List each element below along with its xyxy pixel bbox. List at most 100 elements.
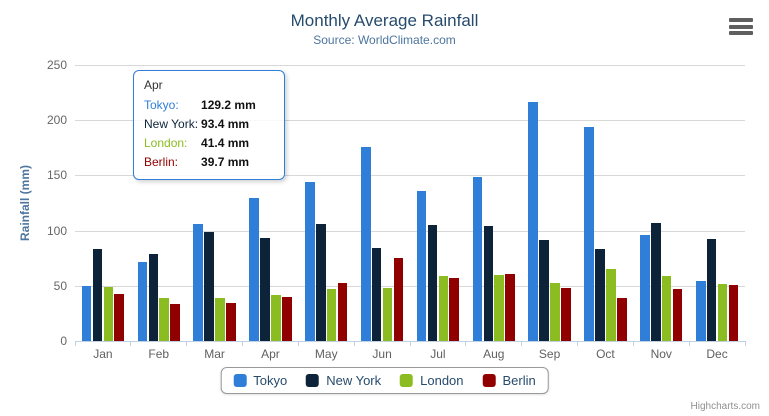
bar-london-may[interactable] bbox=[326, 289, 337, 341]
legend-box: Tokyo New York London Berlin bbox=[220, 367, 549, 394]
tooltip: Apr Tokyo: 129.2 mm New York: 93.4 mm London… bbox=[133, 70, 285, 180]
export-menu-bar bbox=[729, 31, 753, 35]
bar-berlin-jan[interactable] bbox=[114, 294, 125, 341]
bar-tokyo-mar[interactable] bbox=[193, 223, 204, 341]
x-axis-category-label: Nov bbox=[650, 347, 672, 361]
bar-london-jun[interactable] bbox=[382, 287, 393, 341]
tooltip-series-label: Tokyo: bbox=[144, 98, 179, 112]
bar-tokyo-apr[interactable] bbox=[249, 198, 259, 341]
bar-london-feb[interactable] bbox=[159, 298, 169, 341]
legend-label: London bbox=[420, 373, 464, 388]
bar-new-york-jan[interactable] bbox=[92, 248, 103, 341]
legend-swatch bbox=[233, 374, 247, 387]
bar-london-aug[interactable] bbox=[494, 275, 504, 341]
x-axis-category-label: Oct bbox=[596, 347, 615, 361]
bar-london-jan[interactable] bbox=[103, 287, 114, 341]
x-axis-tick bbox=[632, 341, 634, 346]
bar-new-york-aug[interactable] bbox=[483, 225, 494, 341]
gridline bbox=[75, 65, 745, 66]
bar-new-york-mar[interactable] bbox=[204, 232, 214, 341]
y-axis-tick-label: 50 bbox=[53, 278, 67, 293]
legend-label: New York bbox=[326, 373, 382, 388]
bar-london-apr[interactable] bbox=[271, 295, 281, 341]
tooltip-series-value: 93.4 mm bbox=[201, 117, 250, 131]
legend-label: Berlin bbox=[502, 373, 536, 388]
chart-subtitle: Source: WorldClimate.com bbox=[313, 33, 456, 47]
bar-new-york-apr[interactable] bbox=[260, 237, 270, 341]
gridline bbox=[75, 120, 745, 122]
bar-berlin-apr[interactable] bbox=[281, 297, 292, 341]
bar-berlin-jul[interactable] bbox=[449, 277, 460, 341]
x-axis-category-label: Aug bbox=[483, 347, 505, 361]
bar-berlin-aug[interactable] bbox=[505, 274, 515, 341]
bar-tokyo-may[interactable] bbox=[305, 182, 315, 341]
legend-item-london[interactable]: London bbox=[400, 373, 464, 388]
bar-berlin-feb[interactable] bbox=[170, 304, 180, 341]
x-axis-tick bbox=[465, 341, 467, 346]
legend-item-tokyo[interactable]: Tokyo bbox=[233, 373, 287, 388]
bar-new-york-may[interactable] bbox=[316, 223, 326, 341]
x-axis-category-label: Jan bbox=[93, 347, 113, 361]
export-menu-bar bbox=[729, 24, 753, 29]
bar-london-oct[interactable] bbox=[606, 269, 616, 341]
tooltip-rows: Tokyo: 129.2 mm New York: 93.4 mm London: 41.… bbox=[144, 96, 274, 172]
bar-new-york-nov[interactable] bbox=[651, 223, 661, 341]
x-axis-category-label: Mar bbox=[204, 347, 225, 361]
tooltip-series-label: London: bbox=[144, 136, 188, 150]
export-menu-icon[interactable] bbox=[729, 18, 753, 35]
legend-item-berlin[interactable]: Berlin bbox=[482, 373, 536, 388]
bar-berlin-dec[interactable] bbox=[728, 284, 739, 341]
tooltip-series-label: New York: bbox=[144, 117, 199, 131]
x-axis-tick bbox=[521, 341, 523, 346]
bar-london-sep[interactable] bbox=[550, 283, 560, 341]
bar-new-york-sep[interactable] bbox=[539, 240, 549, 341]
bar-berlin-sep[interactable] bbox=[561, 288, 571, 341]
x-axis-tick bbox=[353, 341, 355, 346]
tooltip-series-value: 129.2 mm bbox=[201, 98, 256, 112]
chart-title: Monthly Average Rainfall bbox=[290, 11, 479, 30]
x-axis-labels: Jan Feb Mar Apr May Jun Jul Aug Sep Oct Nov Dec bbox=[75, 347, 745, 363]
bar-tokyo-aug[interactable] bbox=[472, 177, 483, 341]
bar-berlin-nov[interactable] bbox=[672, 289, 683, 341]
x-axis-category-label: Apr bbox=[261, 347, 280, 361]
y-axis-tick-label: 200 bbox=[46, 113, 67, 128]
bar-london-mar[interactable] bbox=[215, 297, 225, 341]
x-axis-tick bbox=[242, 341, 243, 346]
bar-berlin-mar[interactable] bbox=[226, 302, 236, 341]
gridline bbox=[75, 230, 745, 232]
bar-new-york-jul[interactable] bbox=[427, 225, 438, 341]
tooltip-header: Apr bbox=[144, 78, 163, 92]
bar-london-jul[interactable] bbox=[438, 275, 449, 341]
legend-label: Tokyo bbox=[253, 373, 288, 388]
bar-new-york-oct[interactable] bbox=[595, 248, 605, 341]
x-axis-category-label: Jun bbox=[372, 347, 392, 361]
bar-tokyo-sep[interactable] bbox=[528, 102, 539, 341]
gridline bbox=[75, 175, 745, 177]
x-axis-tick bbox=[688, 341, 690, 346]
bar-london-dec[interactable] bbox=[717, 284, 728, 341]
bar-new-york-dec[interactable] bbox=[706, 239, 717, 341]
x-axis-category-label: Feb bbox=[148, 347, 170, 361]
credits-link[interactable]: Highcharts.com bbox=[690, 401, 760, 412]
bar-new-york-feb[interactable] bbox=[148, 254, 159, 341]
bar-berlin-oct[interactable] bbox=[616, 297, 627, 341]
plot-area bbox=[74, 65, 746, 346]
bar-tokyo-nov[interactable] bbox=[640, 235, 650, 341]
bar-tokyo-jun[interactable] bbox=[360, 146, 371, 341]
x-axis-tick bbox=[186, 341, 188, 346]
bar-tokyo-feb[interactable] bbox=[137, 262, 148, 341]
bar-berlin-may[interactable] bbox=[337, 282, 348, 341]
bar-tokyo-oct[interactable] bbox=[584, 126, 594, 341]
bar-tokyo-dec[interactable] bbox=[695, 280, 706, 341]
tooltip-series-label: Berlin: bbox=[144, 155, 179, 169]
bar-london-nov[interactable] bbox=[661, 275, 672, 341]
gridline bbox=[75, 285, 745, 287]
bar-berlin-jun[interactable] bbox=[393, 257, 404, 341]
bar-new-york-jun[interactable] bbox=[371, 247, 382, 341]
bar-tokyo-jul[interactable] bbox=[416, 191, 427, 341]
bar-tokyo-jan[interactable] bbox=[81, 285, 92, 341]
legend-item-new-york[interactable]: New York bbox=[306, 373, 381, 388]
x-axis-category-label: Sep bbox=[538, 347, 561, 361]
x-axis-category-label: Dec bbox=[706, 347, 728, 361]
